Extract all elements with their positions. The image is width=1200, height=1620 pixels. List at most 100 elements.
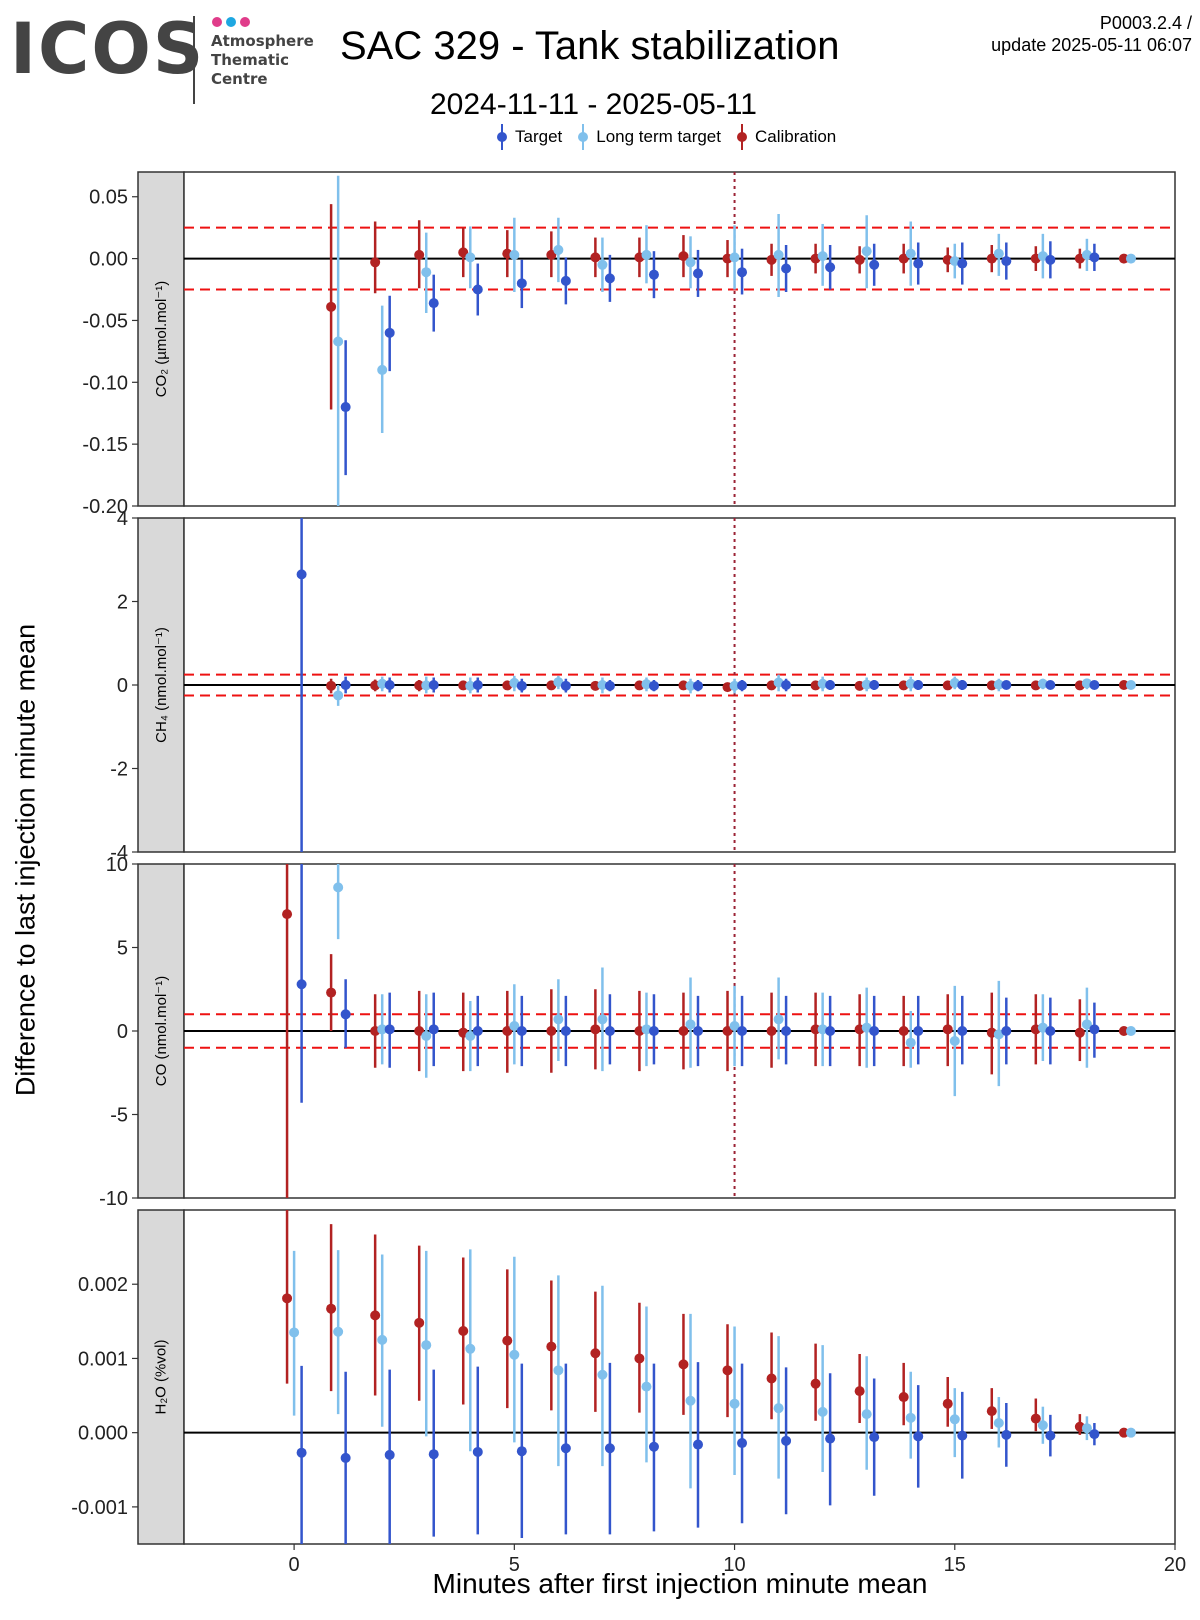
point-calibration-2-12 bbox=[810, 1024, 821, 1035]
point-long-term-target-0-1 bbox=[333, 336, 344, 347]
y-tick-label-3-0: 0.002 bbox=[78, 1274, 128, 1296]
point-target-3-12 bbox=[825, 1433, 836, 1444]
point-target-1-11 bbox=[781, 680, 792, 690]
point-target-2-7 bbox=[604, 1026, 615, 1036]
point-calibration-2-14 bbox=[898, 1026, 909, 1036]
point-long-term-target-2-5 bbox=[509, 1020, 520, 1031]
point-calibration-0-4 bbox=[458, 247, 469, 258]
point-long-term-target-2-13 bbox=[861, 1022, 872, 1033]
point-long-term-target-0-11 bbox=[773, 249, 784, 260]
chart-subtitle: 2024-11-11 - 2025-05-11 bbox=[430, 88, 757, 121]
point-long-term-target-1-9 bbox=[685, 680, 696, 691]
point-calibration-3-3 bbox=[414, 1317, 425, 1328]
point-long-term-target-2-12 bbox=[817, 1024, 828, 1035]
point-calibration-2-0 bbox=[282, 909, 293, 920]
point-calibration-3-14 bbox=[898, 1392, 909, 1403]
point-target-1-12 bbox=[825, 680, 836, 690]
point-long-term-target-0-8 bbox=[641, 249, 652, 260]
point-long-term-target-2-7 bbox=[597, 1014, 608, 1025]
point-calibration-0-11 bbox=[766, 254, 777, 265]
point-long-term-target-3-3 bbox=[421, 1340, 432, 1351]
point-target-0-8 bbox=[648, 269, 659, 280]
point-target-2-0 bbox=[296, 979, 307, 990]
point-target-2-16 bbox=[1001, 1026, 1012, 1036]
point-long-term-target-3-4 bbox=[465, 1343, 476, 1354]
point-calibration-0-6 bbox=[546, 249, 557, 260]
point-long-term-target-1-4 bbox=[465, 680, 476, 691]
point-target-1-9 bbox=[692, 680, 703, 691]
point-calibration-3-10 bbox=[722, 1365, 733, 1376]
point-target-3-5 bbox=[516, 1446, 527, 1457]
point-long-term-target-2-1 bbox=[333, 882, 344, 893]
point-calibration-0-9 bbox=[678, 251, 689, 262]
point-calibration-3-13 bbox=[854, 1386, 865, 1397]
point-calibration-3-1 bbox=[326, 1303, 337, 1314]
y-tick-label-1-2: 0 bbox=[117, 675, 128, 697]
point-calibration-3-15 bbox=[942, 1398, 953, 1409]
point-target-1-1 bbox=[340, 680, 351, 690]
y-tick-label-2-2: 0 bbox=[117, 1021, 128, 1043]
point-target-2-17 bbox=[1045, 1026, 1056, 1036]
point-long-term-target-3-11 bbox=[773, 1403, 784, 1414]
point-long-term-target-3-9 bbox=[685, 1395, 696, 1406]
point-calibration-3-5 bbox=[502, 1335, 513, 1346]
point-long-term-target-0-2 bbox=[377, 364, 388, 375]
point-target-1-15 bbox=[957, 680, 968, 690]
point-target-3-14 bbox=[913, 1431, 924, 1442]
point-calibration-0-13 bbox=[854, 254, 865, 265]
legend-key-calibration bbox=[735, 124, 749, 150]
point-target-1-0 bbox=[296, 569, 307, 580]
x-tick-label-3: 15 bbox=[944, 1554, 966, 1576]
point-long-term-target-2-2 bbox=[377, 1024, 388, 1035]
point-target-2-4 bbox=[472, 1026, 483, 1036]
point-calibration-2-15 bbox=[942, 1024, 953, 1035]
point-long-term-target-1-12 bbox=[817, 678, 828, 689]
point-long-term-target-3-17 bbox=[1037, 1420, 1048, 1431]
point-calibration-1-1 bbox=[326, 680, 337, 691]
point-target-2-6 bbox=[560, 1026, 571, 1036]
point-target-0-13 bbox=[869, 259, 880, 270]
point-calibration-3-6 bbox=[546, 1341, 557, 1352]
point-target-1-10 bbox=[737, 680, 748, 691]
point-target-3-6 bbox=[560, 1443, 571, 1454]
panel-marks-2 bbox=[184, 864, 1175, 1198]
point-long-term-target-3-1 bbox=[333, 1326, 344, 1337]
point-calibration-0-1 bbox=[326, 301, 337, 312]
point-long-term-target-1-5 bbox=[509, 677, 520, 688]
y-tick-label-0-4: -0.15 bbox=[82, 434, 128, 456]
point-calibration-2-5 bbox=[502, 1026, 513, 1036]
point-long-term-target-3-0 bbox=[289, 1327, 300, 1338]
point-long-term-target-2-15 bbox=[949, 1036, 960, 1047]
point-long-term-target-3-19 bbox=[1125, 1427, 1136, 1438]
point-calibration-0-2 bbox=[370, 257, 381, 268]
point-target-3-3 bbox=[428, 1449, 439, 1460]
y-tick-label-0-0: 0.05 bbox=[89, 187, 128, 209]
point-long-term-target-3-10 bbox=[729, 1398, 740, 1409]
y-tick-label-3-1: 0.001 bbox=[78, 1348, 128, 1370]
point-long-term-target-3-5 bbox=[509, 1349, 520, 1360]
chart-legend: Target Long term target Calibration bbox=[495, 124, 850, 150]
point-calibration-3-0 bbox=[282, 1293, 293, 1304]
point-target-1-16 bbox=[1001, 680, 1012, 690]
point-long-term-target-0-17 bbox=[1037, 251, 1048, 262]
point-target-0-17 bbox=[1045, 254, 1056, 265]
point-calibration-2-9 bbox=[678, 1026, 689, 1036]
point-target-0-4 bbox=[472, 284, 483, 295]
panel-marks-1 bbox=[184, 518, 1175, 852]
strip-3 bbox=[137, 1209, 185, 1545]
point-long-term-target-2-10 bbox=[729, 1020, 740, 1031]
panel-3 bbox=[183, 1209, 1176, 1545]
point-target-0-7 bbox=[604, 273, 615, 284]
point-long-term-target-0-4 bbox=[465, 252, 476, 263]
point-long-term-target-3-16 bbox=[993, 1418, 1004, 1429]
legend-key-long-term-target bbox=[576, 124, 590, 150]
point-long-term-target-3-8 bbox=[641, 1381, 652, 1392]
y-tick-label-2-0: 10 bbox=[106, 854, 128, 876]
point-long-term-target-1-17 bbox=[1037, 678, 1048, 689]
point-long-term-target-0-16 bbox=[993, 248, 1004, 259]
point-calibration-0-7 bbox=[590, 252, 601, 263]
point-target-3-18 bbox=[1089, 1429, 1100, 1440]
update-timestamp: update 2025-05-11 06:07 bbox=[991, 35, 1192, 55]
point-long-term-target-3-13 bbox=[861, 1409, 872, 1420]
